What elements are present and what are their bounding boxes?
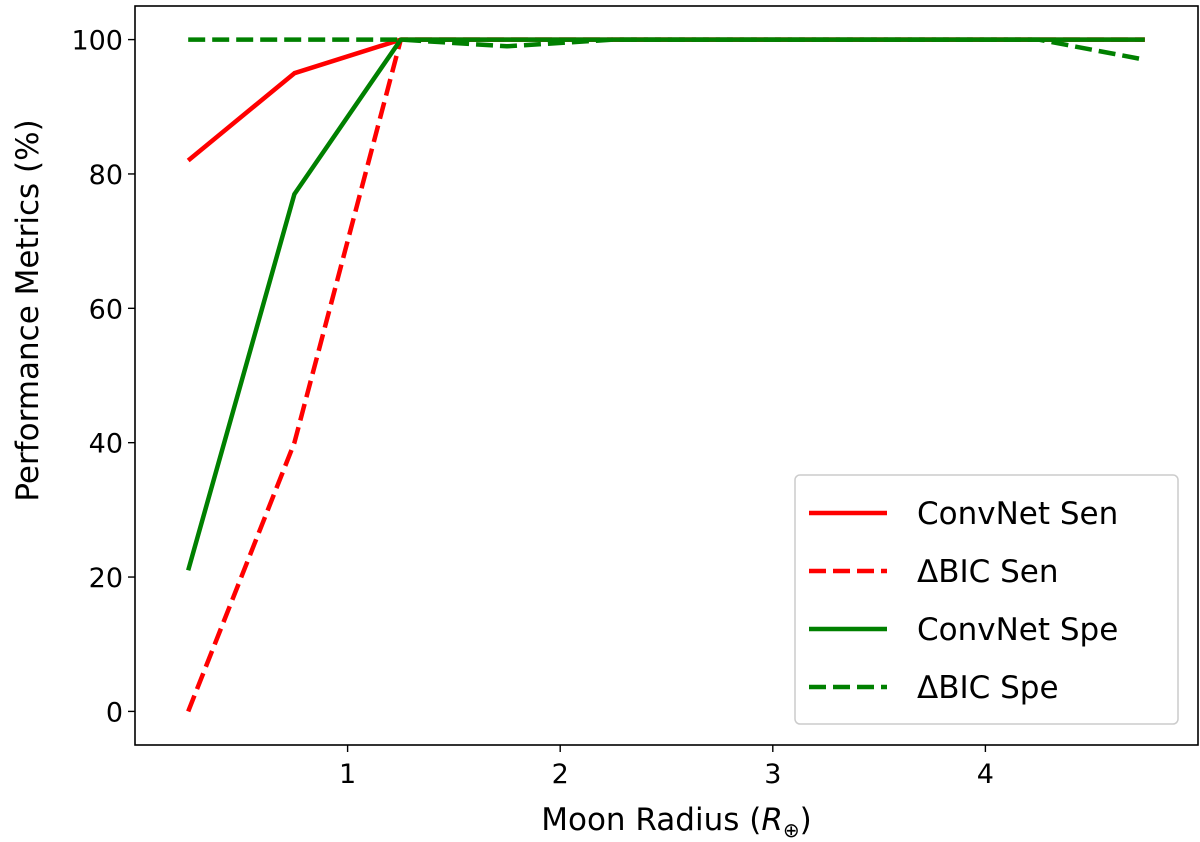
y-tick-label: 0	[106, 697, 123, 728]
legend-box	[794, 474, 1179, 725]
plot-frame	[134, 5, 1199, 746]
y-tick-label: 100	[71, 26, 123, 57]
x-axis-label-symbol: R	[761, 802, 783, 838]
series-layer	[186, 37, 1146, 713]
legend-label-convnet-sen: ConvNet Sen	[917, 496, 1118, 532]
y-axis-ticks: 0 20 40 60 80 100	[71, 26, 135, 728]
x-axis-label-text: Moon Radius (	[541, 802, 761, 838]
x-tick-label: 4	[977, 759, 994, 790]
x-tick-label: 2	[552, 759, 569, 790]
legend-label-delta-bic-spe: ΔBIC Spe	[917, 670, 1059, 706]
y-tick-label: 80	[89, 160, 123, 191]
x-axis-label: Moon Radius (R⊕)	[541, 802, 812, 842]
x-axis-label-close: )	[800, 802, 812, 838]
legend-label-convnet-spe: ConvNet Spe	[917, 612, 1118, 648]
y-tick-label: 40	[89, 429, 123, 460]
x-axis-ticks: 1 2 3 4	[339, 745, 994, 790]
x-tick-label: 1	[339, 759, 356, 790]
legend: ConvNet Sen ΔBIC Sen ConvNet Spe ΔBIC Spe	[794, 474, 1179, 725]
x-axis-label-subscript: ⊕	[783, 818, 800, 842]
x-tick-label: 3	[764, 759, 781, 790]
y-axis-label: Performance Metrics (%)	[10, 119, 46, 501]
y-tick-label: 20	[89, 563, 123, 594]
y-tick-label: 60	[89, 294, 123, 325]
legend-label-delta-bic-sen: ΔBIC Sen	[917, 554, 1059, 590]
series-line-delta-bic-spe	[188, 37, 1146, 62]
legend-items: ConvNet Sen ΔBIC Sen ConvNet Spe ΔBIC Spe	[809, 496, 1118, 706]
